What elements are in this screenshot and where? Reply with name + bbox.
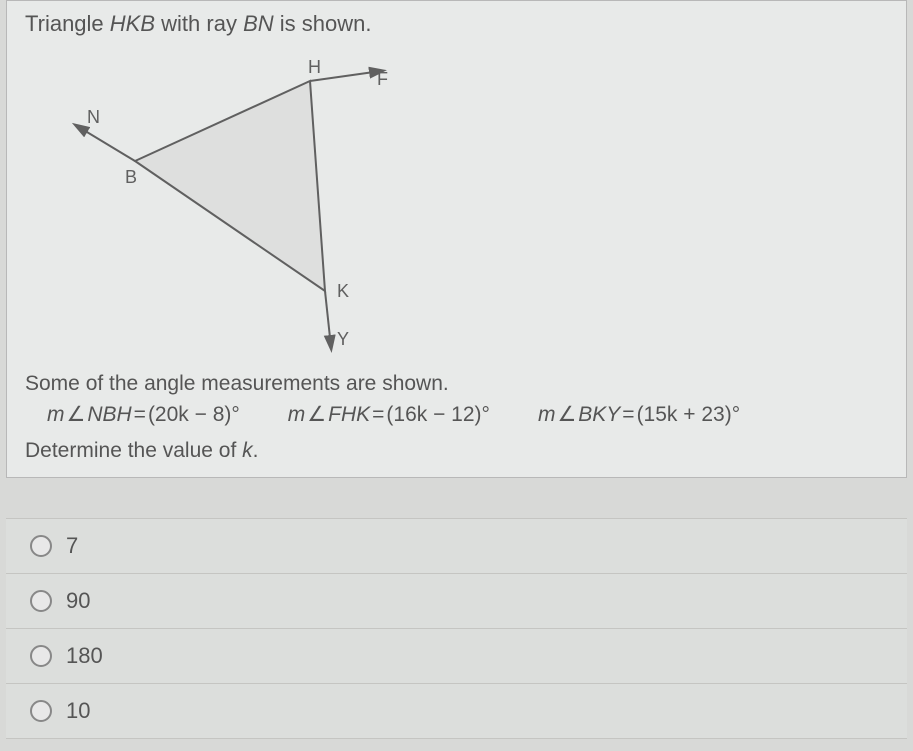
label-y: Y <box>337 329 349 349</box>
determine-text: Determine the value of k. <box>7 435 906 477</box>
eq1-rhs: (20k − 8)° <box>148 403 240 427</box>
radio-icon[interactable] <box>30 535 52 557</box>
triangle-shape <box>135 81 325 291</box>
determine-suffix: . <box>253 439 259 462</box>
option-label: 10 <box>66 698 90 724</box>
eq2-name: FHK <box>328 403 370 427</box>
label-h: H <box>308 57 321 77</box>
figure-container: H F N B K Y <box>7 41 906 370</box>
ray-ky <box>325 291 331 347</box>
eq1-eq: = <box>134 403 146 427</box>
option-row[interactable]: 90 <box>6 573 907 628</box>
eq3-rhs: (15k + 23)° <box>637 403 741 427</box>
options-list: 7 90 180 10 <box>6 518 907 739</box>
determine-prefix: Determine the value of <box>25 439 242 462</box>
radio-icon[interactable] <box>30 590 52 612</box>
prompt-ray: BN <box>243 11 274 36</box>
radio-icon[interactable] <box>30 645 52 667</box>
radio-icon[interactable] <box>30 700 52 722</box>
eq1-m: m <box>47 403 65 427</box>
eq2-angle: ∠ <box>307 402 326 427</box>
label-b: B <box>125 167 137 187</box>
eq1-angle: ∠ <box>67 402 86 427</box>
triangle-figure: H F N B K Y <box>25 51 455 361</box>
prompt-mid: with ray <box>155 11 243 36</box>
equation-fhk: m∠FHK = (16k − 12)° <box>288 402 490 427</box>
option-row[interactable]: 7 <box>6 518 907 573</box>
prompt-suffix: is shown. <box>274 11 372 36</box>
determine-var: k <box>242 439 253 462</box>
eq1-name: NBH <box>87 403 131 427</box>
option-row[interactable]: 10 <box>6 683 907 739</box>
equation-nbh: m∠NBH = (20k − 8)° <box>47 402 240 427</box>
ray-bn <box>77 126 135 161</box>
option-row[interactable]: 180 <box>6 628 907 683</box>
prompt-triangle: HKB <box>110 11 155 36</box>
eq3-m: m <box>538 403 556 427</box>
label-n: N <box>87 107 100 127</box>
page: Triangle HKB with ray BN is shown. <box>0 0 913 739</box>
option-label: 180 <box>66 643 103 669</box>
eq2-eq: = <box>372 403 384 427</box>
eq3-eq: = <box>622 403 634 427</box>
eq3-angle: ∠ <box>557 402 576 427</box>
question-box: Triangle HKB with ray BN is shown. <box>6 0 907 478</box>
eq3-name: BKY <box>578 403 620 427</box>
measurements-text: Some of the angle measurements are shown… <box>7 370 906 400</box>
option-label: 90 <box>66 588 90 614</box>
prompt-text: Triangle HKB with ray BN is shown. <box>7 1 906 41</box>
prompt-prefix: Triangle <box>25 11 110 36</box>
label-k: K <box>337 281 349 301</box>
equation-bky: m∠BKY = (15k + 23)° <box>538 402 740 427</box>
equations-row: m∠NBH = (20k − 8)° m∠FHK = (16k − 12)° m… <box>7 400 906 435</box>
label-f: F <box>377 69 388 89</box>
eq2-m: m <box>288 403 306 427</box>
eq2-rhs: (16k − 12)° <box>386 403 490 427</box>
option-label: 7 <box>66 533 78 559</box>
